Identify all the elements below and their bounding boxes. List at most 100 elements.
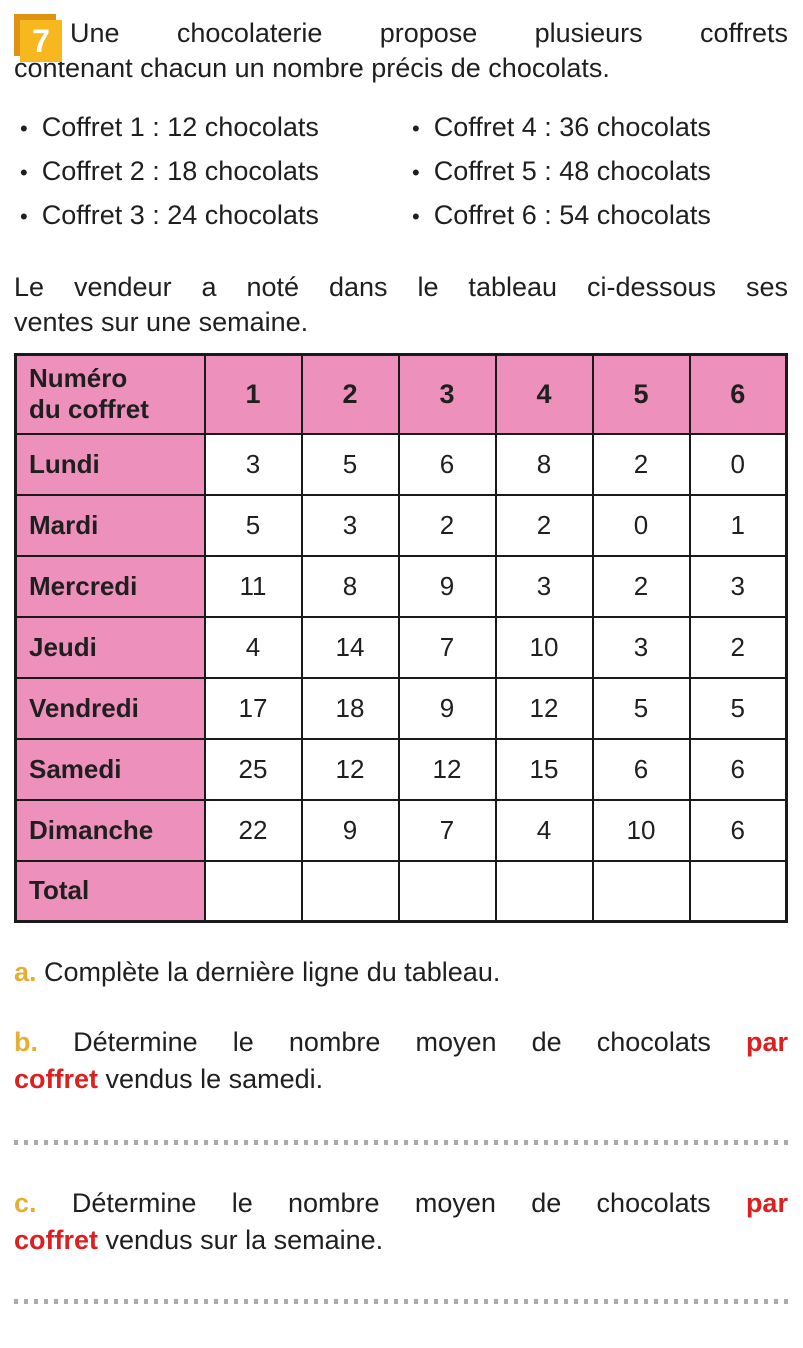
column-header: 3 — [397, 353, 497, 435]
bullet-icon: • — [20, 116, 28, 141]
value-cell: 4 — [494, 798, 594, 862]
value-cell: 5 — [300, 432, 400, 496]
column-header: 1 — [203, 353, 303, 435]
table-row-samedi: Samedi 25 12 12 15 6 6 — [14, 737, 788, 801]
value-cell: 5 — [203, 493, 303, 557]
value-cell: 8 — [300, 554, 400, 618]
coffret-bullet-list: • Coffret 1 : 12 chocolats • Coffret 4 : 3… — [14, 106, 788, 238]
dotted-answer-line — [14, 1299, 788, 1304]
value-cell: 2 — [591, 554, 691, 618]
value-cell: 25 — [203, 737, 303, 801]
corner-header-cell: Numéro du coffret — [14, 353, 206, 435]
highlight-par: par — [745, 1188, 788, 1218]
question-a-line: a. Complète la dernière ligne du tableau… — [14, 957, 501, 987]
table-row-mercredi: Mercredi 11 8 9 3 2 3 — [14, 554, 788, 618]
value-cell: 0 — [591, 493, 691, 557]
question-c-label: c. — [14, 1188, 37, 1218]
table-row-dimanche: Dimanche 22 9 7 4 10 6 — [14, 798, 788, 862]
value-cell: 12 — [397, 737, 497, 801]
empty-total-cell — [300, 859, 400, 923]
exercise-intro-paragraph: 7 Une chocolaterie propose plusieurs cof… — [14, 14, 788, 86]
list-item: • Coffret 4 : 36 chocolats — [406, 106, 788, 150]
table-row-total: Total — [14, 859, 788, 923]
list-item: • Coffret 2 : 18 chocolats — [14, 150, 406, 194]
value-cell: 9 — [397, 676, 497, 740]
empty-total-cell — [397, 859, 497, 923]
highlight-coffret: coffret — [14, 1225, 99, 1255]
table-header-row: Numéro du coffret 1 2 3 4 5 6 — [14, 353, 788, 435]
value-cell: 2 — [494, 493, 594, 557]
value-cell: 5 — [688, 676, 788, 740]
question-b-line-1: b. Détermine le nombre moyen de chocolat… — [14, 1027, 788, 1057]
sales-table: Numéro du coffret 1 2 3 4 5 6 Lundi 3 5 … — [14, 353, 788, 923]
intro-line-1: Une chocolaterie propose plusieurs coffr… — [70, 18, 788, 48]
list-item: • Coffret 3 : 24 chocolats — [14, 194, 406, 238]
bullet-text: Coffret 3 : 24 chocolats — [41, 200, 319, 230]
table-row-lundi: Lundi 3 5 6 8 2 0 — [14, 432, 788, 496]
day-label-cell: Lundi — [14, 432, 206, 496]
value-cell: 6 — [688, 737, 788, 801]
value-cell: 10 — [591, 798, 691, 862]
day-label-cell: Jeudi — [14, 615, 206, 679]
value-cell: 1 — [688, 493, 788, 557]
value-cell: 11 — [203, 554, 303, 618]
value-cell: 14 — [300, 615, 400, 679]
exercise-number: 7 — [20, 20, 62, 62]
value-cell: 3 — [203, 432, 303, 496]
day-label-cell: Mercredi — [14, 554, 206, 618]
question-a-label: a. — [14, 957, 37, 987]
value-cell: 9 — [300, 798, 400, 862]
question-b: b. Détermine le nombre moyen de chocolat… — [14, 1024, 788, 1098]
table-row-mardi: Mardi 5 3 2 2 0 1 — [14, 493, 788, 557]
empty-total-cell — [688, 859, 788, 923]
empty-total-cell — [494, 859, 594, 923]
value-cell: 18 — [300, 676, 400, 740]
column-header: 6 — [688, 353, 788, 435]
value-cell: 15 — [494, 737, 594, 801]
bullet-icon: • — [20, 160, 28, 185]
column-header: 5 — [591, 353, 691, 435]
bullet-text: Coffret 6 : 54 chocolats — [433, 200, 711, 230]
table-intro-paragraph: Le vendeur a noté dans le tableau ci-des… — [14, 270, 788, 340]
empty-total-cell — [203, 859, 303, 923]
empty-total-cell — [591, 859, 691, 923]
value-cell: 5 — [591, 676, 691, 740]
value-cell: 6 — [397, 432, 497, 496]
question-c: c. Détermine le nombre moyen de chocolat… — [14, 1185, 788, 1259]
table-intro-line-2: ventes sur une semaine. — [14, 307, 309, 337]
bullet-icon: • — [412, 204, 420, 229]
total-label-cell: Total — [14, 859, 206, 923]
value-cell: 2 — [591, 432, 691, 496]
table-row-vendredi: Vendredi 17 18 9 12 5 5 — [14, 676, 788, 740]
value-cell: 2 — [397, 493, 497, 557]
column-header: 4 — [494, 353, 594, 435]
value-cell: 3 — [688, 554, 788, 618]
value-cell: 3 — [591, 615, 691, 679]
bullet-icon: • — [412, 160, 420, 185]
exercise-number-badge: 7 — [14, 14, 64, 62]
day-label-cell: Dimanche — [14, 798, 206, 862]
value-cell: 12 — [494, 676, 594, 740]
day-label-cell: Samedi — [14, 737, 206, 801]
value-cell: 7 — [397, 615, 497, 679]
value-cell: 0 — [688, 432, 788, 496]
bullet-icon: • — [412, 116, 420, 141]
value-cell: 8 — [494, 432, 594, 496]
value-cell: 3 — [300, 493, 400, 557]
value-cell: 4 — [203, 615, 303, 679]
bullet-text: Coffret 4 : 36 chocolats — [433, 112, 711, 142]
question-b-label: b. — [14, 1027, 38, 1057]
highlight-par: par — [745, 1027, 788, 1057]
bullet-text: Coffret 1 : 12 chocolats — [41, 112, 319, 142]
day-label-cell: Vendredi — [14, 676, 206, 740]
question-c-line-2: coffret vendus sur la semaine. — [14, 1225, 384, 1255]
bullet-icon: • — [20, 204, 28, 229]
question-a: a. Complète la dernière ligne du tableau… — [14, 954, 788, 991]
value-cell: 6 — [591, 737, 691, 801]
dotted-answer-line — [14, 1140, 788, 1145]
intro-line-2: contenant chacun un nombre précis de cho… — [14, 53, 610, 83]
day-label-cell: Mardi — [14, 493, 206, 557]
value-cell: 22 — [203, 798, 303, 862]
table-row-jeudi: Jeudi 4 14 7 10 3 2 — [14, 615, 788, 679]
